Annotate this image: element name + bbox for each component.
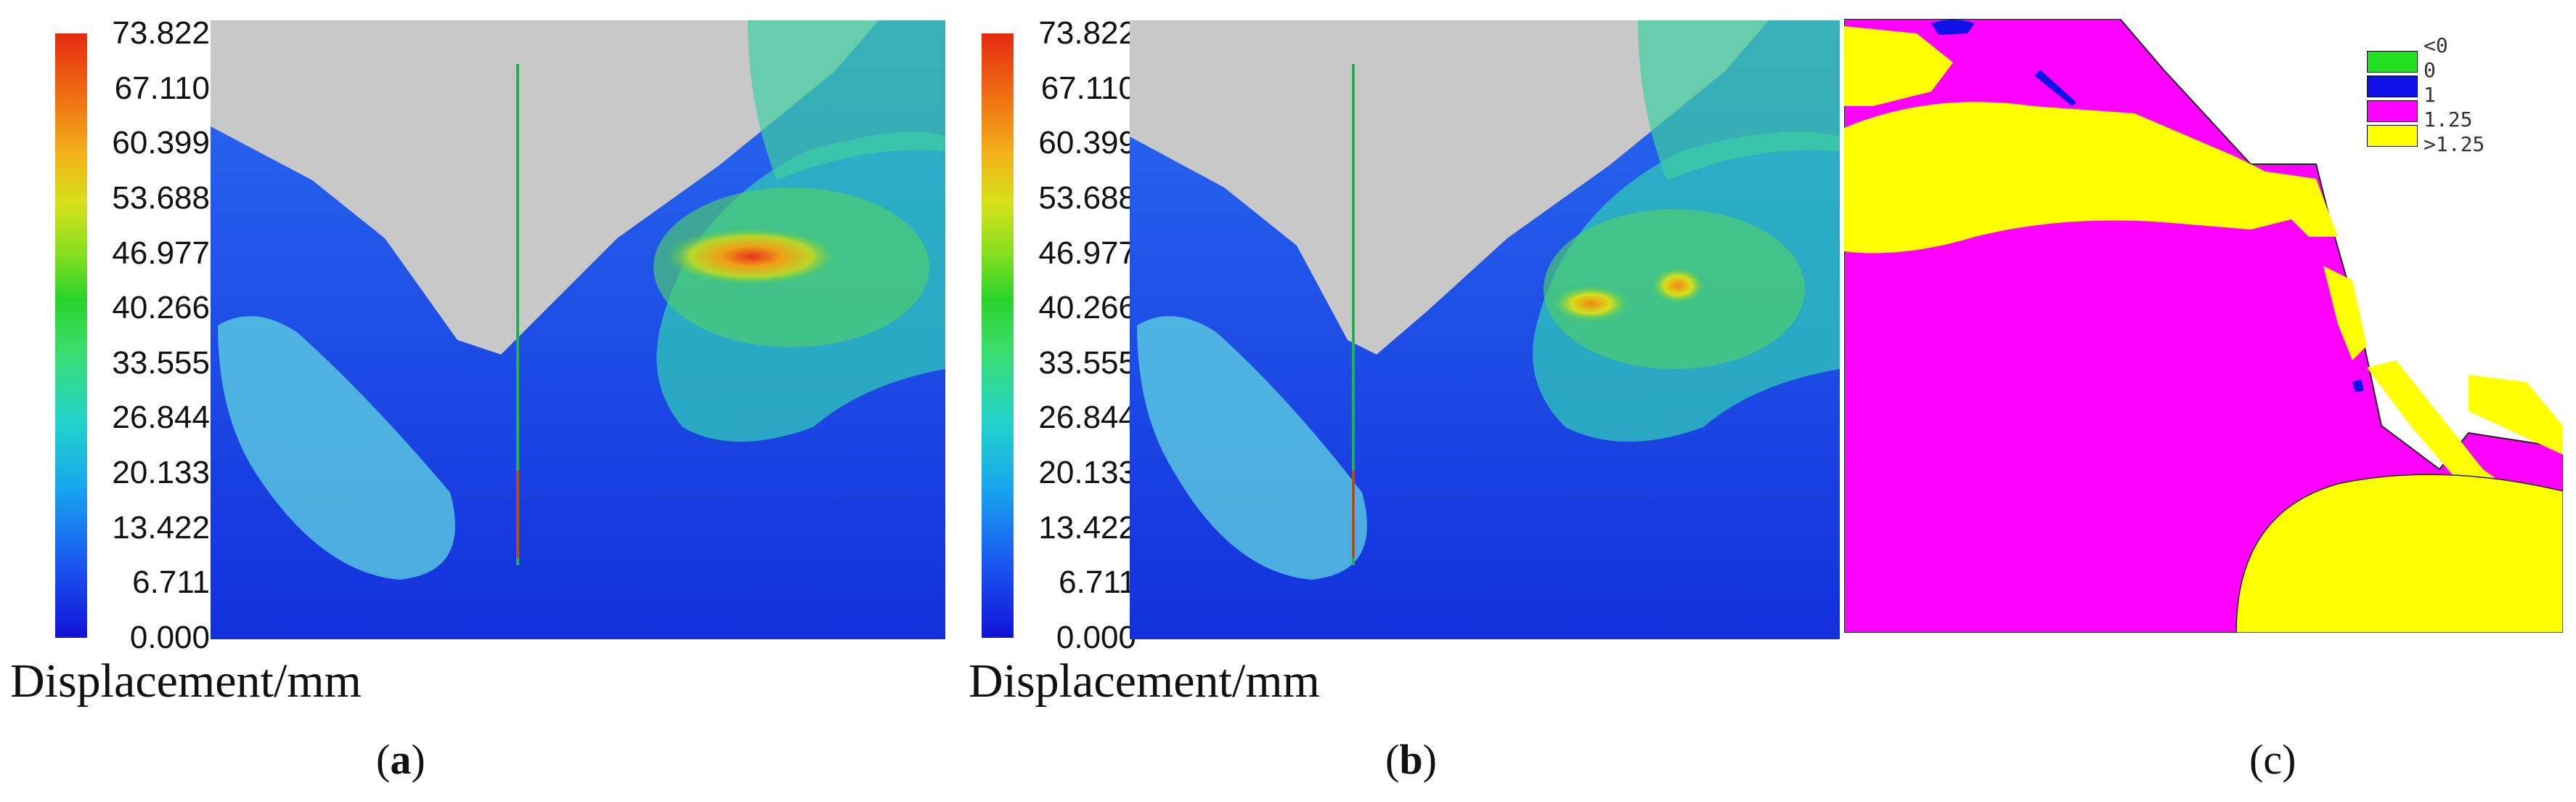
- colorbar-b: [982, 33, 1014, 638]
- legend-swatch: [2367, 76, 2418, 97]
- colorbar-ticks-b: 73.822 67.110 60.399 53.688 46.977 40.26…: [1002, 17, 1136, 654]
- colorbar-tick: 40.266: [1038, 290, 1136, 326]
- panel-label-c: (c): [2249, 736, 2296, 783]
- colorbar-tick: 20.133: [112, 455, 210, 491]
- slope-model-b: [1130, 20, 1840, 639]
- colorbar-tick: 60.399: [112, 125, 210, 161]
- legend-item: 1.25: [2367, 108, 2534, 147]
- legend-label: 0: [2424, 58, 2436, 82]
- colorbar-tick: 0.000: [129, 620, 210, 655]
- panel-label-b: (b): [1385, 736, 1437, 783]
- legend-item: 0: [2367, 58, 2534, 97]
- legend-item: <0: [2367, 33, 2534, 73]
- colorbar-tick: 26.844: [112, 400, 210, 436]
- panel-letter-c: c: [2263, 736, 2283, 783]
- legend-label: <0: [2424, 33, 2448, 57]
- colorbar-tick: 53.688: [112, 179, 210, 216]
- legend-swatch: [2367, 51, 2418, 73]
- colorbar-tick: 53.688: [1038, 179, 1136, 216]
- displacement-contour-plot-b: [1130, 20, 1840, 639]
- safety-factor-zones: [1844, 19, 2563, 633]
- panel-label-a: (a): [376, 736, 425, 783]
- colorbar-tick: 33.555: [1038, 344, 1136, 381]
- colorbar-tick: 26.844: [1038, 400, 1136, 436]
- colorbar-tick: 13.422: [112, 509, 210, 546]
- legend-label: >1.25: [2424, 132, 2485, 156]
- colorbar-tick: 60.399: [1038, 125, 1136, 161]
- colorbar-tick: 73.822: [1038, 15, 1136, 51]
- displacement-unit-label-a: Displacement/mm: [10, 655, 362, 708]
- colorbar-tick: 67.110: [1040, 70, 1136, 106]
- colorbar-tick: 0.000: [1056, 620, 1136, 655]
- colorbar-tick: 13.422: [1038, 509, 1136, 546]
- colorbar-tick: 67.110: [114, 70, 210, 106]
- legend-label: 1.25: [2424, 108, 2473, 131]
- panel-letter-a: a: [390, 736, 412, 783]
- safety-factor-map: [1844, 19, 2563, 633]
- legend-item: 1: [2367, 83, 2534, 122]
- displacement-contour-plot-a: [211, 20, 945, 639]
- colorbar-ticks-a: 73.822 67.110 60.399 53.688 46.977 40.26…: [76, 17, 210, 654]
- colorbar-tick: 73.822: [112, 15, 210, 51]
- colorbar-tick: 46.977: [112, 235, 210, 271]
- colorbar-tick: 46.977: [1038, 235, 1136, 271]
- colorbar-tick: 33.555: [112, 344, 210, 381]
- legend-swatch: [2367, 125, 2418, 147]
- panel-letter-b: b: [1399, 736, 1423, 783]
- colorbar-tick: 40.266: [112, 290, 210, 326]
- legend-label: 1: [2424, 83, 2436, 107]
- colorbar-tick: 6.711: [1059, 564, 1136, 601]
- slope-model-a: [211, 20, 945, 639]
- legend-swatch: [2367, 100, 2418, 122]
- legend-item: >1.25: [2367, 132, 2534, 158]
- displacement-unit-label-b: Displacement/mm: [969, 655, 1320, 708]
- colorbar-tick: 20.133: [1038, 455, 1136, 491]
- colorbar-a: [55, 33, 87, 638]
- safety-factor-legend: <0 0 1 1.25 >1.25: [2367, 33, 2534, 158]
- colorbar-tick: 6.711: [132, 564, 210, 601]
